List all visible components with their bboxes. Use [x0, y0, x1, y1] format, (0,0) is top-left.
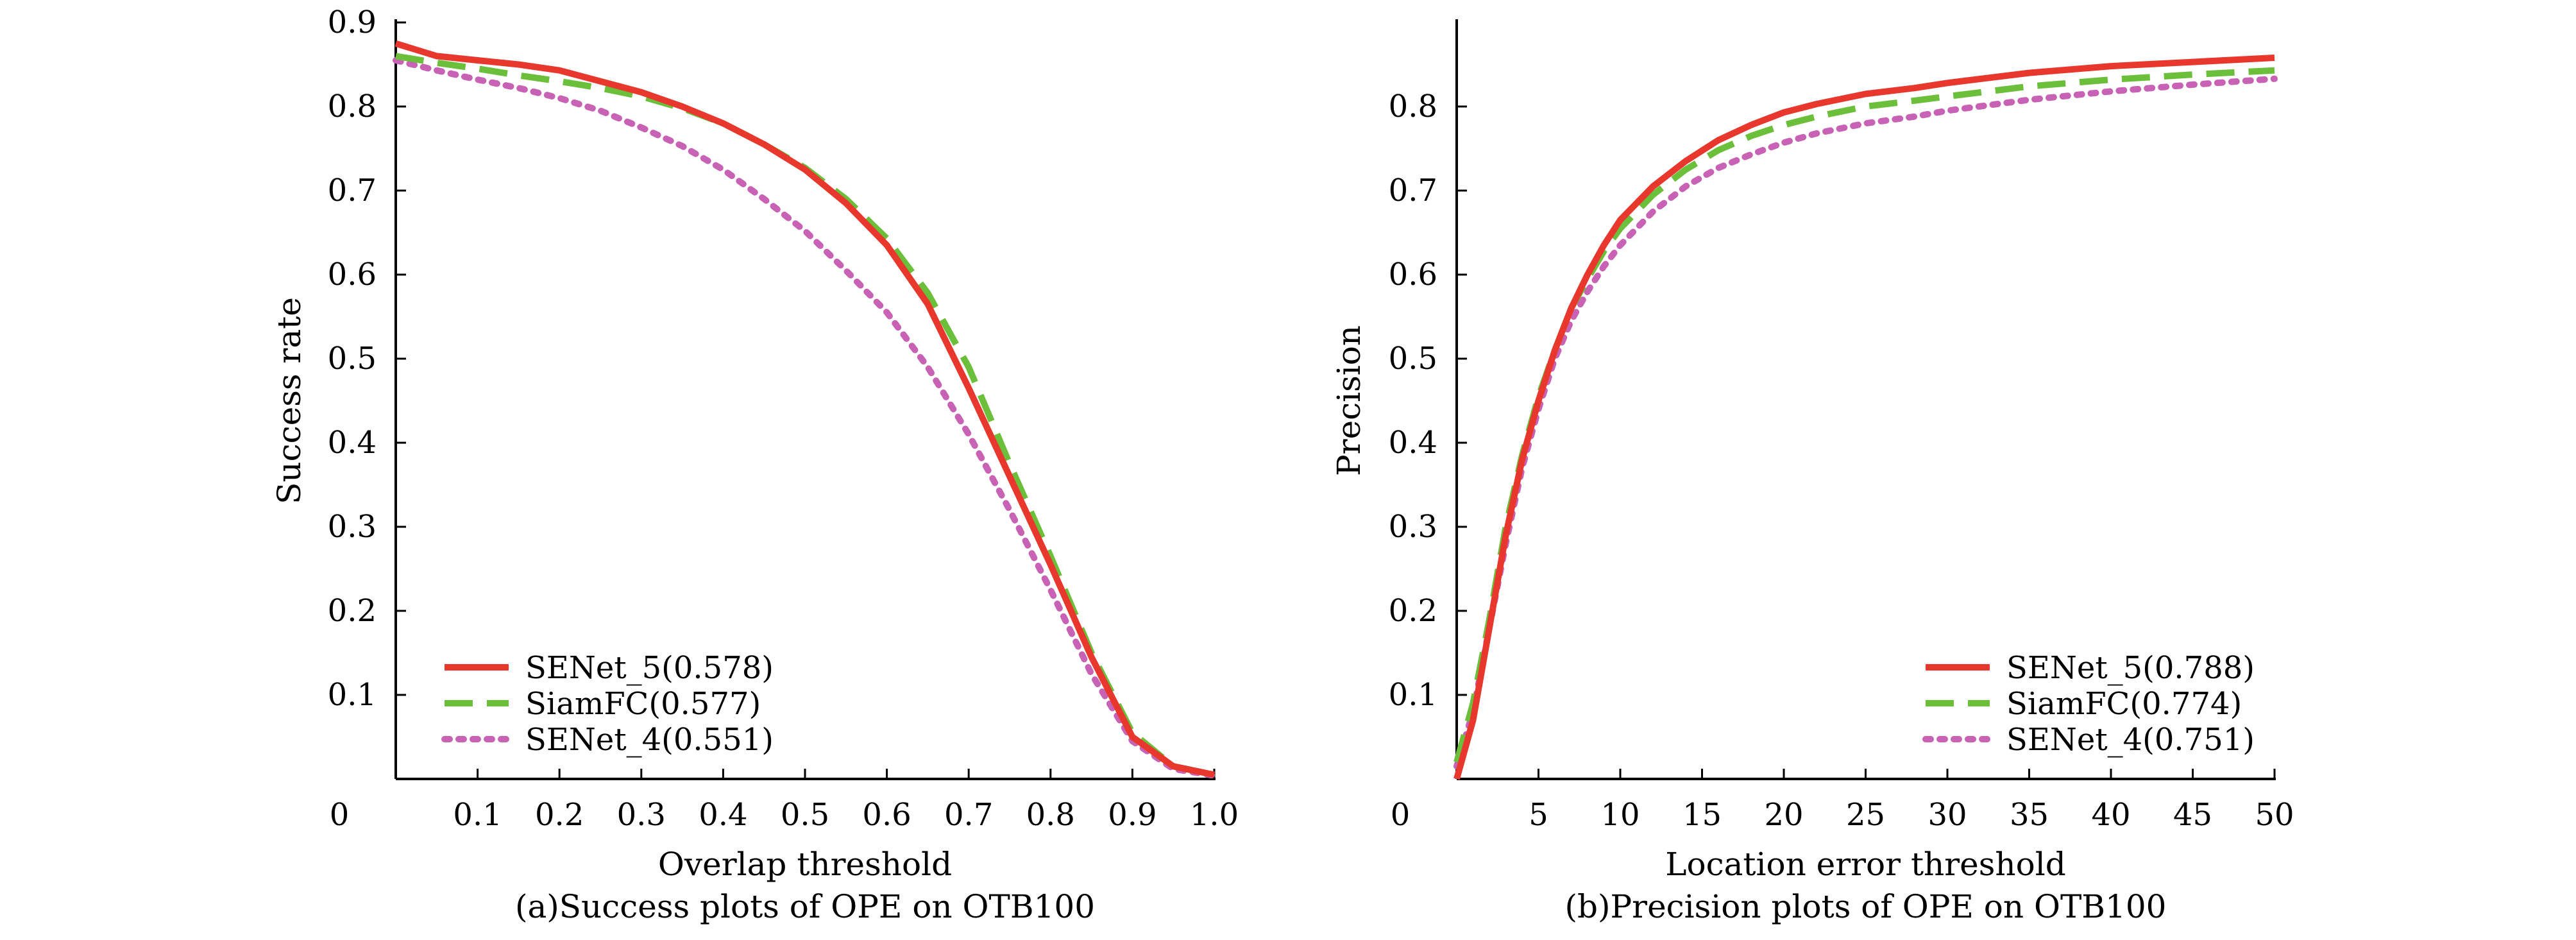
- legend-label-senet4-b: SENet_4(0.751): [2006, 722, 2255, 758]
- x-tick-label-b: 5: [1529, 797, 1548, 833]
- origin-label-b: 0: [1391, 797, 1411, 833]
- y-tick-label-b: 0.7: [1389, 173, 1437, 209]
- x-tick-label-a: 0.8: [1026, 797, 1075, 833]
- panel-caption-b: (b)Precision plots of OPE on OTB100: [1565, 888, 2167, 925]
- y-tick-label-b: 0.3: [1389, 509, 1437, 545]
- legend-label-siamfc-a: SiamFC(0.577): [525, 686, 761, 722]
- y-tick-label-b: 0.4: [1389, 425, 1437, 461]
- series-line-senet5-a: [394, 40, 1216, 778]
- y-tick-label-b: 0.1: [1389, 677, 1437, 713]
- series-line-senet4-a: [393, 57, 1217, 779]
- legend-label-siamfc-b: SiamFC(0.774): [2006, 686, 2242, 722]
- x-axis-title-b: Location error threshold: [1665, 846, 2065, 883]
- success-plot-panel: 0.1 0.2 0.3 0.4 0.5 0.6 0.7 0.8 0.9 0.1 0.2 0.3 0.4 0…: [271, 4, 1239, 925]
- x-tick-label-a: 0.2: [535, 797, 584, 833]
- x-tick-label-a: 0.6: [862, 797, 911, 833]
- x-tick-label-a: 0.3: [617, 797, 666, 833]
- panel-caption-a: (a)Success plots of OPE on OTB100: [515, 888, 1095, 925]
- y-tick-label-a: 0.3: [328, 509, 377, 545]
- origin-label-a: 0: [330, 797, 350, 833]
- x-tick-label-b: 25: [1846, 797, 1885, 833]
- x-tick-label-b: 10: [1600, 797, 1640, 833]
- legend-label-senet5-a: SENet_5(0.578): [525, 650, 774, 686]
- x-tick-label-a: 0.5: [781, 797, 829, 833]
- series-line-senet5-b: [1453, 55, 2275, 780]
- x-tick-label-a: 0.7: [944, 797, 993, 833]
- y-tick-label-a: 0.8: [328, 89, 377, 124]
- y-tick-label-b: 0.2: [1389, 593, 1437, 629]
- x-tick-label-b: 50: [2255, 797, 2294, 833]
- x-tick-label-b: 35: [2010, 797, 2049, 833]
- series-line-senet4-b: [1453, 75, 2278, 770]
- y-tick-label-a: 0.2: [328, 593, 377, 629]
- y-tick-label-a: 0.7: [328, 173, 377, 209]
- x-tick-label-b: 45: [2173, 797, 2212, 833]
- y-axis-title-b: Precision: [1330, 325, 1368, 476]
- x-tick-label-a: 0.1: [453, 797, 502, 833]
- x-tick-label-a: 1.0: [1190, 797, 1239, 833]
- y-tick-label-a: 0.9: [328, 4, 377, 40]
- x-tick-label-b: 40: [2091, 797, 2130, 833]
- y-axis-title-a: Success rate: [271, 297, 308, 504]
- precision-plot-panel: 0.1 0.2 0.3 0.4 0.5 0.6 0.7 0.8 5 10 15 20 25 30 35 40 4…: [1330, 19, 2294, 925]
- x-tick-label-b: 15: [1682, 797, 1722, 833]
- x-tick-label-b: 20: [1764, 797, 1803, 833]
- legend-label-senet5-b: SENet_5(0.788): [2006, 650, 2255, 686]
- legend-label-senet4-a: SENet_4(0.551): [525, 722, 774, 758]
- y-tick-label-a: 0.6: [328, 257, 377, 293]
- x-tick-label-a: 0.9: [1108, 797, 1157, 833]
- y-tick-label-a: 0.5: [328, 341, 377, 377]
- x-tick-label-b: 30: [1928, 797, 1967, 833]
- x-tick-label-a: 0.4: [699, 797, 747, 833]
- y-tick-label-a: 0.1: [328, 677, 377, 713]
- y-tick-label-b: 0.6: [1389, 257, 1437, 293]
- y-tick-label-b: 0.5: [1389, 341, 1437, 377]
- y-tick-label-a: 0.4: [328, 425, 377, 461]
- x-axis-title-a: Overlap threshold: [658, 846, 952, 883]
- y-tick-label-b: 0.8: [1389, 89, 1437, 124]
